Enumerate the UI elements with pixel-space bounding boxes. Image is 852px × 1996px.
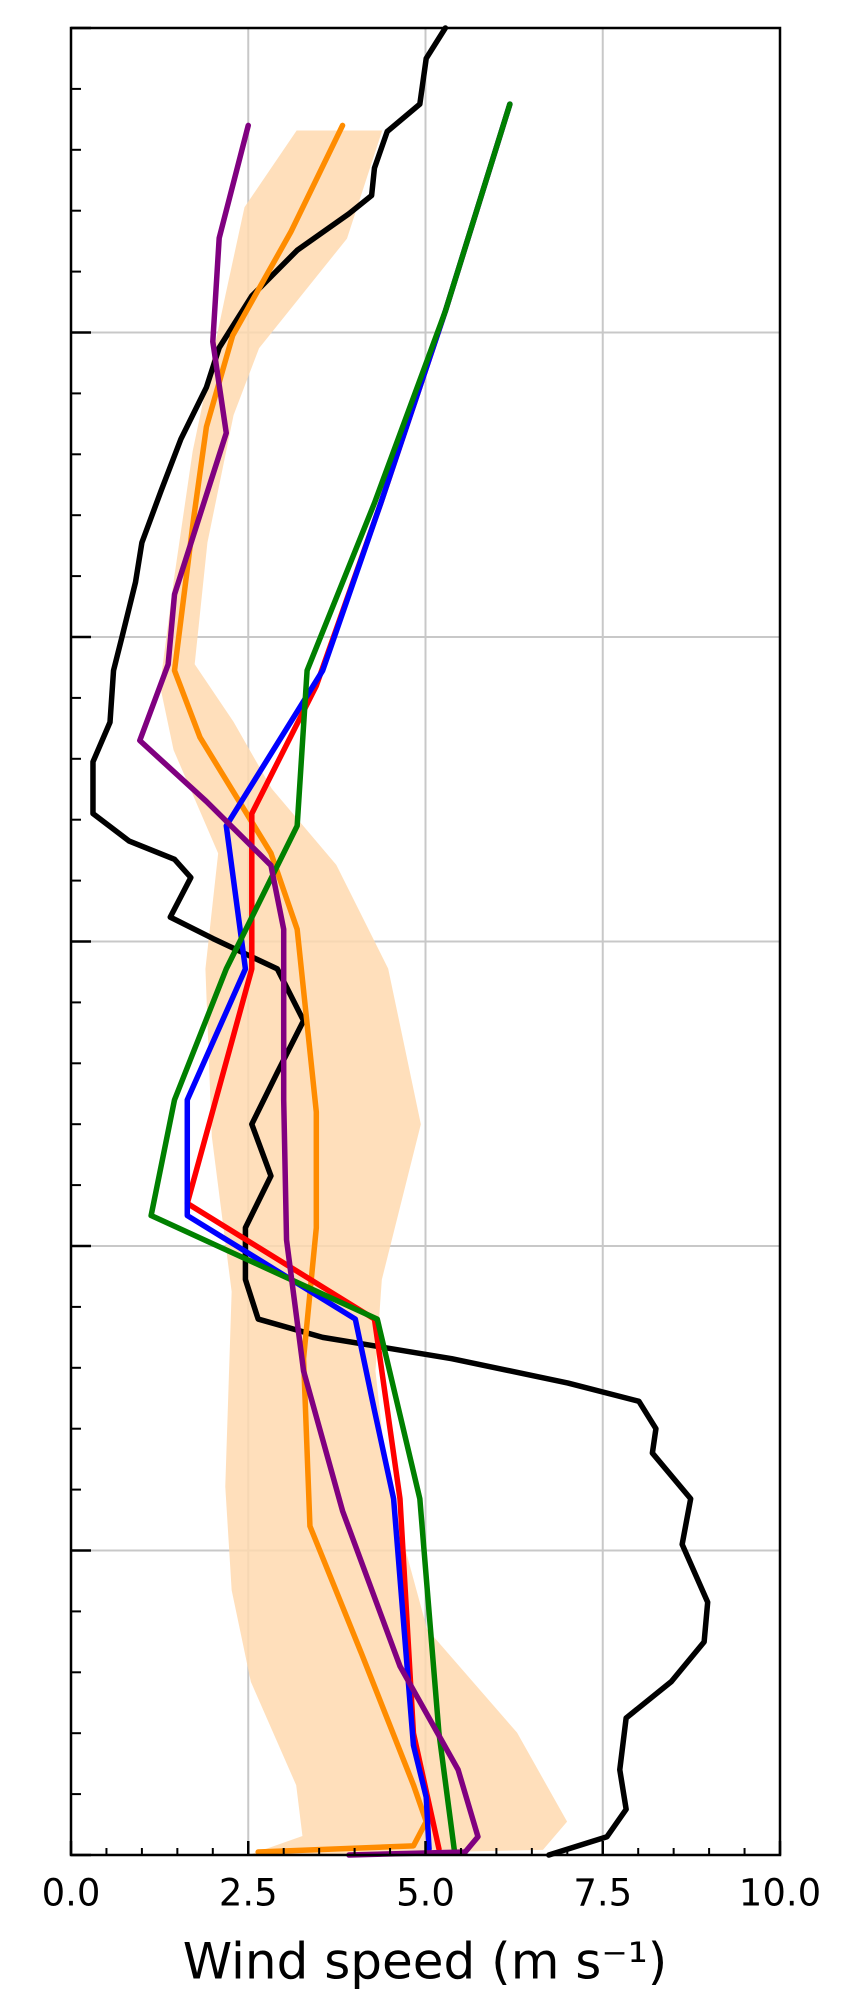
x-tick-label: 2.5 [219, 1872, 278, 1915]
x-tick-label: 10.0 [739, 1872, 821, 1915]
profile-line [137, 122, 481, 1858]
x-tick-label: 0.0 [42, 1872, 101, 1915]
profile-line [148, 101, 513, 1855]
profile-line [171, 122, 429, 1855]
profile-line [184, 101, 513, 1852]
x-tick-label: 7.5 [573, 1872, 632, 1915]
x-axis-label: Wind speed (m s⁻¹) [183, 1933, 668, 1991]
x-tick-label: 5.0 [396, 1872, 455, 1915]
